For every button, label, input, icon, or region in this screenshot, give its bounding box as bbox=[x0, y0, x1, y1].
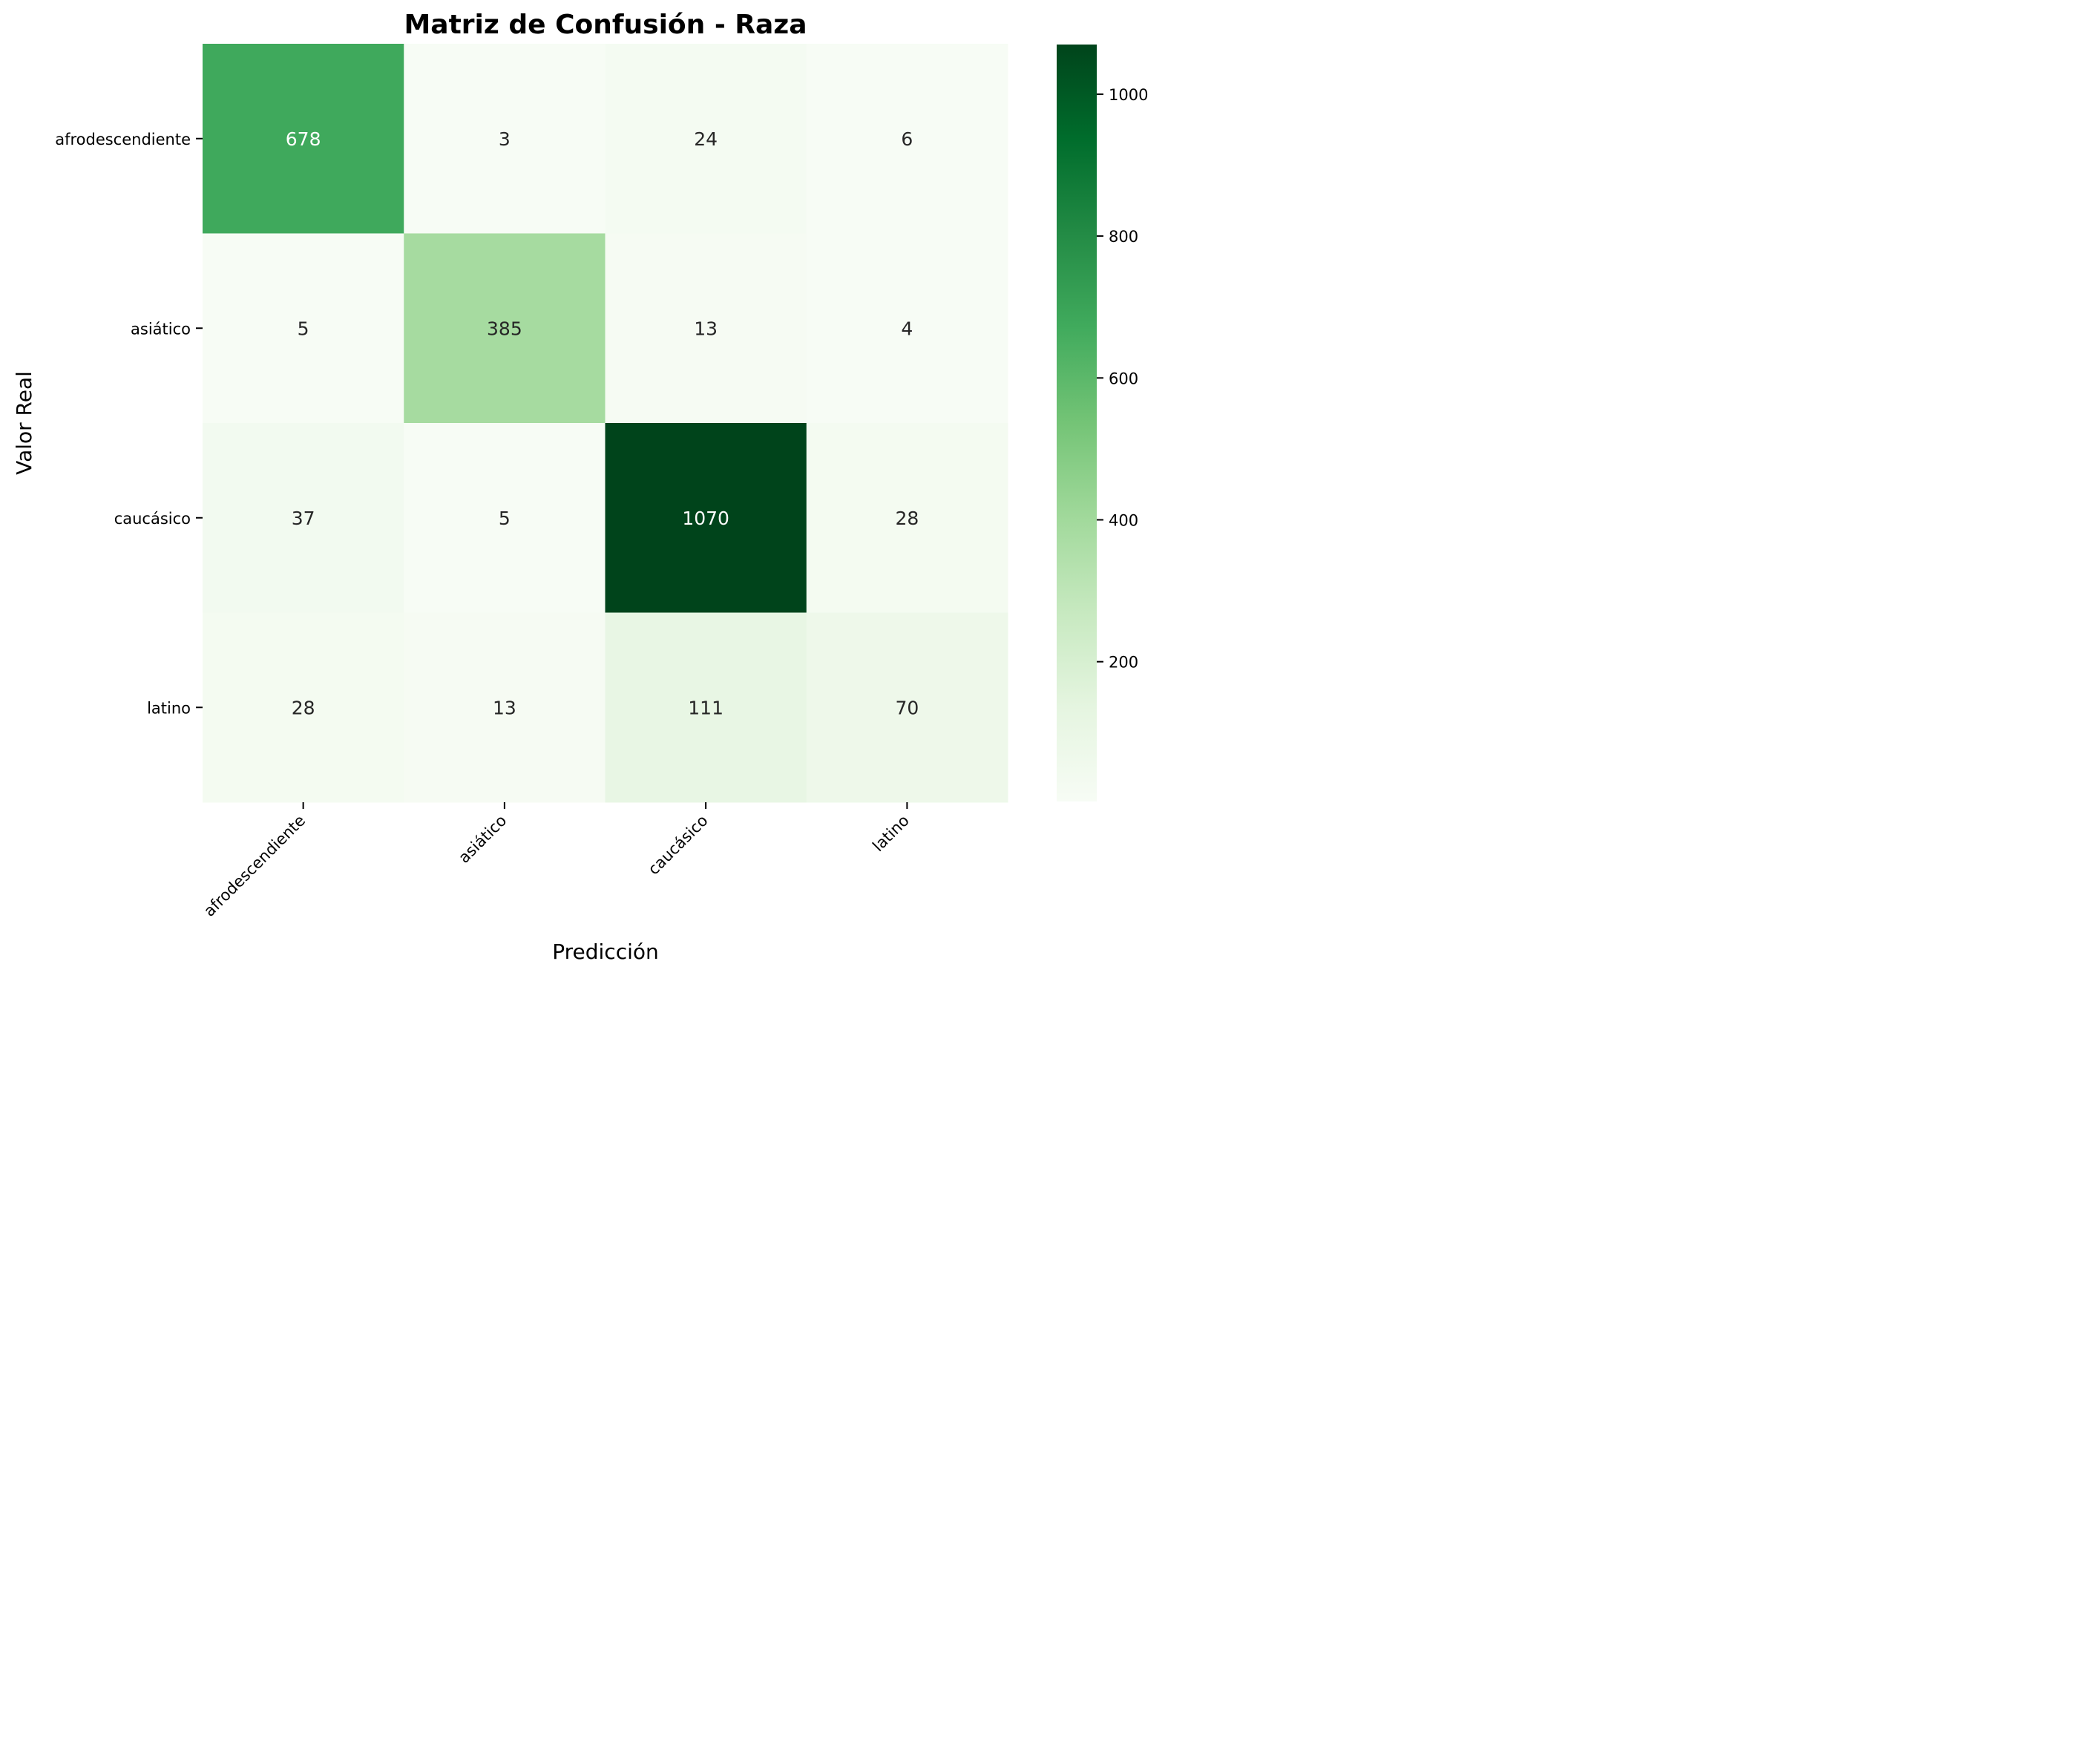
colorbar-gradient bbox=[1057, 45, 1097, 801]
cell-value-label: 28 bbox=[292, 697, 315, 718]
y-tick-label: afrodescendiente bbox=[55, 131, 191, 148]
y-tick-label: asiático bbox=[131, 320, 191, 338]
cell-value-label: 1070 bbox=[682, 508, 729, 529]
cell-value-label: 678 bbox=[286, 128, 321, 150]
cell-value-label: 5 bbox=[298, 318, 309, 339]
cell-value-label: 70 bbox=[895, 697, 919, 718]
colorbar-tick-label: 1000 bbox=[1109, 86, 1148, 104]
heatmap-cell bbox=[203, 44, 404, 234]
heatmap-cells bbox=[203, 44, 1008, 803]
heatmap-cell-labels: 678 3 24 6 5 385 13 4 37 5 1070 28 28 13 111 70 bbox=[286, 128, 919, 719]
x-axis-label: Predicción bbox=[552, 939, 659, 964]
y-tick-label: latino bbox=[147, 699, 191, 717]
heatmap-cell bbox=[806, 423, 1008, 613]
heatmap-cell bbox=[203, 612, 404, 803]
x-tick-label: latino bbox=[869, 812, 913, 856]
x-tick-label: asiático bbox=[455, 812, 510, 867]
heatmap-cell bbox=[605, 233, 807, 424]
heatmap-cell bbox=[806, 233, 1008, 424]
y-axis-ticks: afrodescendiente asiático caucásico latino bbox=[55, 131, 203, 717]
y-axis-label: Valor Real bbox=[12, 371, 36, 475]
heatmap-cell bbox=[404, 423, 606, 613]
cell-value-label: 24 bbox=[694, 128, 718, 150]
x-tick-label: afrodescendiente bbox=[200, 812, 309, 920]
colorbar-tick-label: 800 bbox=[1109, 228, 1138, 246]
cell-value-label: 5 bbox=[499, 508, 511, 529]
x-axis-ticks: afrodescendiente asiático caucásico latino bbox=[200, 802, 913, 920]
heatmap-cell bbox=[605, 423, 807, 613]
heatmap-cell bbox=[203, 233, 404, 424]
heatmap-cell bbox=[806, 44, 1008, 234]
cell-value-label: 13 bbox=[694, 318, 718, 339]
heatmap-cell bbox=[404, 233, 606, 424]
heatmap-cell bbox=[806, 612, 1008, 803]
heatmap-cell bbox=[605, 612, 807, 803]
heatmap-cell bbox=[404, 44, 606, 234]
y-tick-label: caucásico bbox=[114, 510, 191, 528]
colorbar: 200 400 600 800 1000 bbox=[1057, 45, 1148, 801]
cell-value-label: 6 bbox=[901, 128, 913, 150]
heatmap-cell bbox=[203, 423, 404, 613]
colorbar-tick-label: 600 bbox=[1109, 370, 1138, 387]
cell-value-label: 28 bbox=[895, 508, 919, 529]
colorbar-tick-label: 200 bbox=[1109, 654, 1138, 672]
colorbar-ticks: 200 400 600 800 1000 bbox=[1097, 86, 1148, 672]
heatmap-cell bbox=[605, 44, 807, 234]
cell-value-label: 3 bbox=[499, 128, 511, 150]
heatmap-cell bbox=[404, 612, 606, 803]
cell-value-label: 385 bbox=[487, 318, 522, 339]
cell-value-label: 4 bbox=[901, 318, 913, 339]
chart-title: Matriz de Confusión - Raza bbox=[404, 10, 807, 40]
cell-value-label: 13 bbox=[493, 697, 516, 718]
heatmap-chart: Matriz de Confusión - Raza 678 3 24 6 5 385 13… bbox=[12, 10, 1148, 964]
cell-value-label: 111 bbox=[688, 697, 723, 718]
x-tick-label: caucásico bbox=[645, 812, 712, 879]
cell-value-label: 37 bbox=[292, 508, 315, 529]
colorbar-tick-label: 400 bbox=[1109, 511, 1138, 529]
